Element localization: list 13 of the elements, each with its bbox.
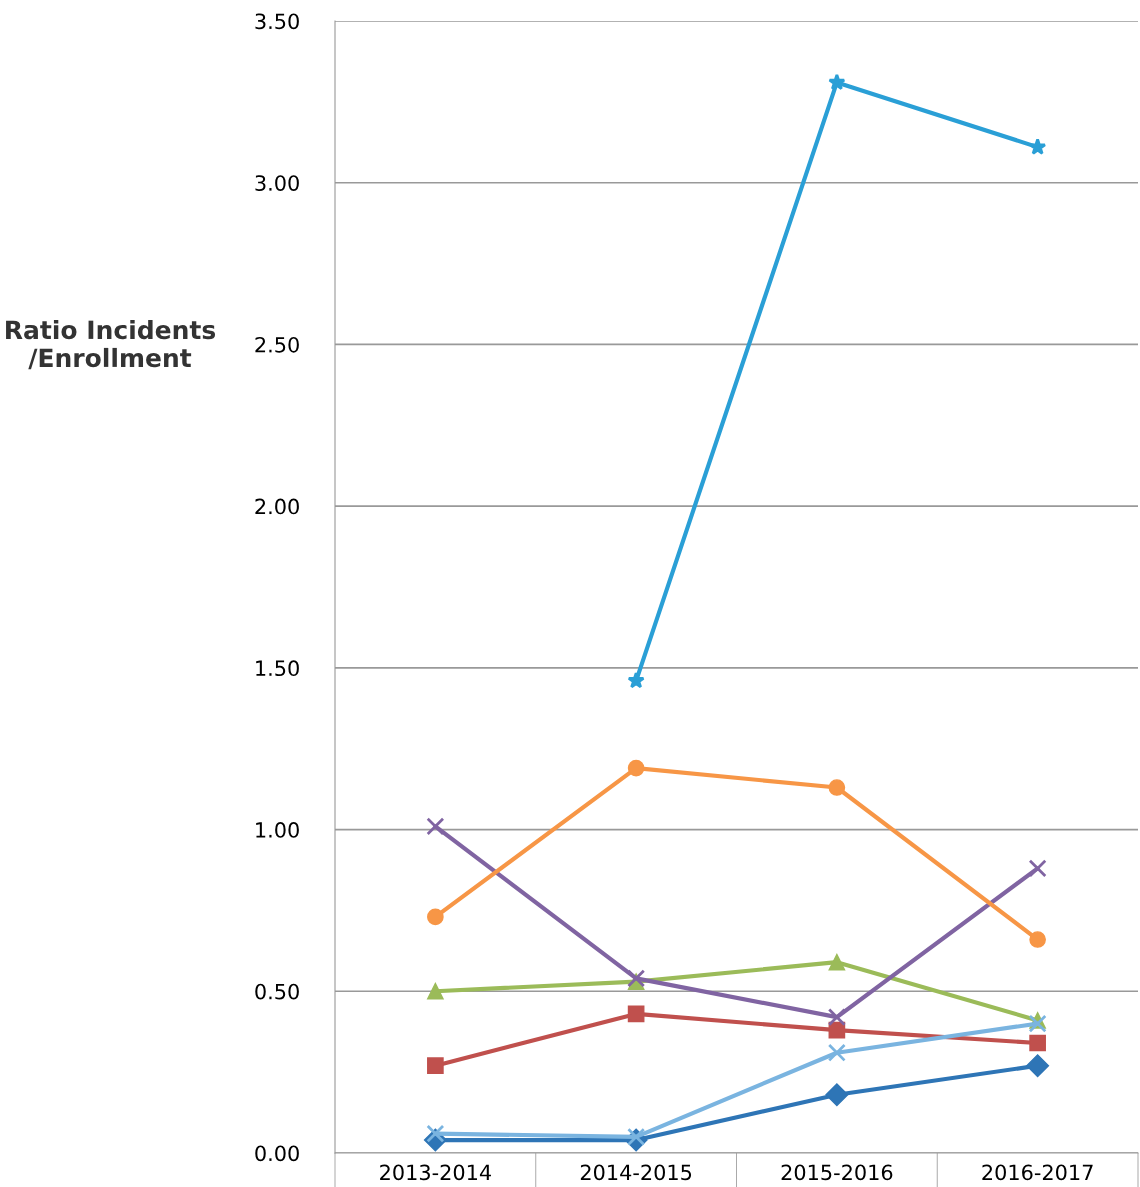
y-tick-label: 1.00 <box>256 822 299 838</box>
x-tick-label: 2015-2016 <box>781 1164 893 1181</box>
y-tick-label: 3.00 <box>255 175 299 191</box>
y-tick-label: 3.50 <box>255 13 299 30</box>
y-tick-label: 0.50 <box>255 983 299 1000</box>
x-tick-label: 2013-2014 <box>380 1164 491 1181</box>
y-axis-title: Ratio Incidents /Enrollment <box>6 319 216 370</box>
x-tick-label: 2016-2017 <box>982 1164 1093 1181</box>
y-tick-label: 1.50 <box>256 660 299 677</box>
y-tick-label: 0.00 <box>255 1145 299 1162</box>
x-tick-label: 2014-2015 <box>580 1164 692 1181</box>
y-tick-label: 2.50 <box>255 336 299 353</box>
y-tick-label: 2.00 <box>255 498 299 515</box>
